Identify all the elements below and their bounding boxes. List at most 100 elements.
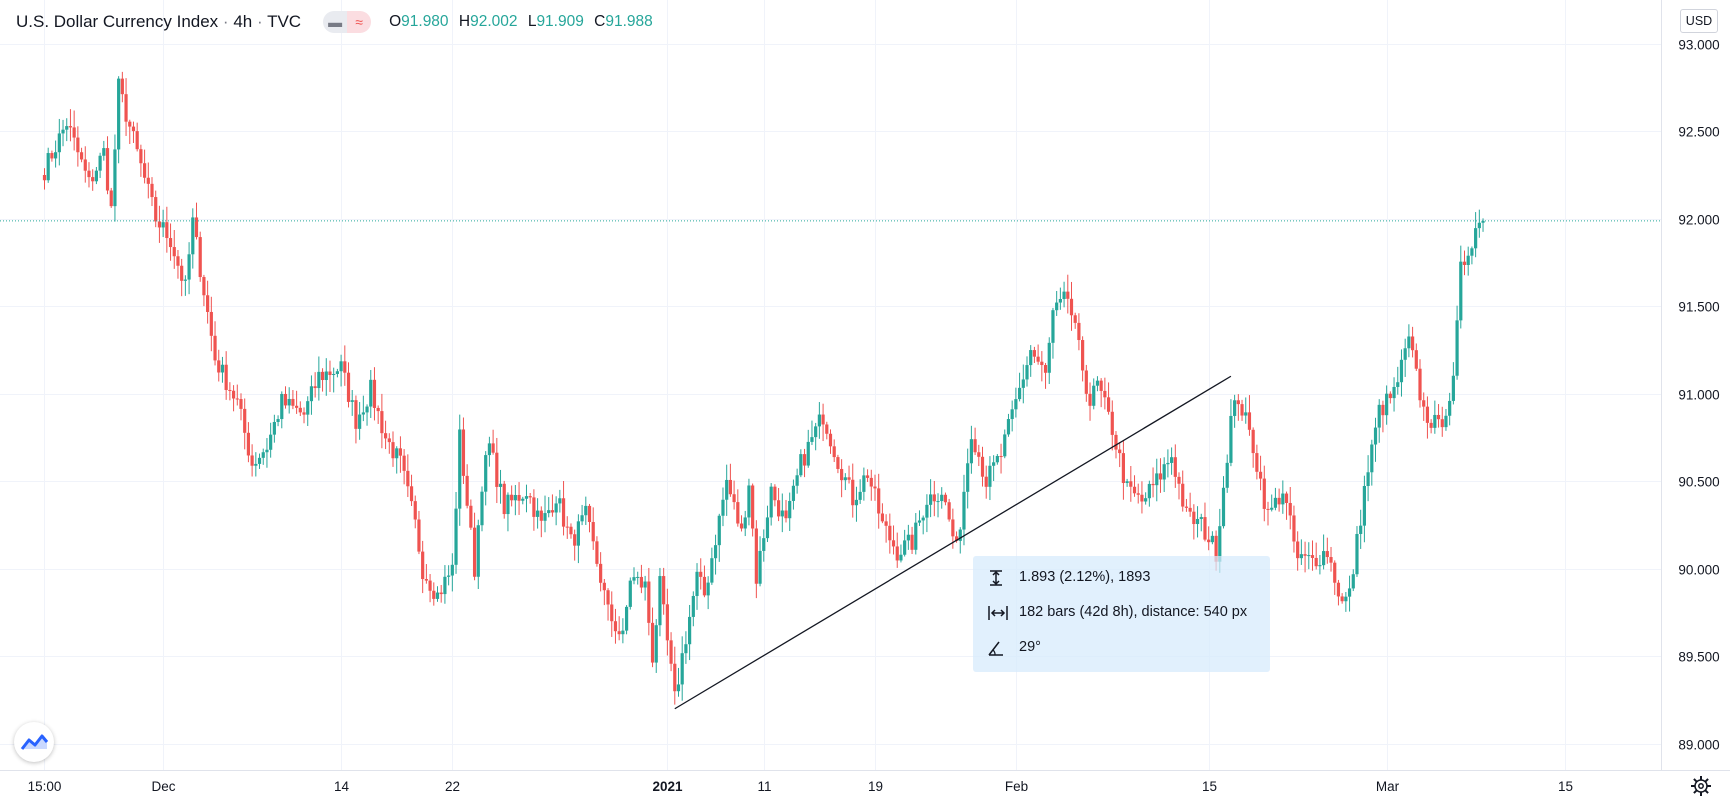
tradingview-logo-icon[interactable] bbox=[14, 722, 54, 762]
price-tick-label: 89.500 bbox=[1678, 650, 1719, 665]
price-range-icon bbox=[990, 570, 1002, 586]
candle bbox=[1359, 509, 1363, 549]
time-tick-label: Feb bbox=[1005, 779, 1028, 794]
candle bbox=[1399, 349, 1404, 397]
candle bbox=[1192, 504, 1196, 540]
candle bbox=[1132, 475, 1137, 497]
candle bbox=[480, 486, 484, 532]
candle bbox=[306, 396, 310, 426]
candle bbox=[465, 464, 469, 509]
candle bbox=[732, 480, 736, 510]
candle bbox=[610, 591, 614, 637]
candle bbox=[1081, 336, 1085, 382]
candle bbox=[1273, 487, 1278, 511]
candle bbox=[762, 529, 766, 562]
candle bbox=[943, 492, 948, 506]
candle bbox=[139, 144, 143, 177]
wave-icon[interactable]: ≈ bbox=[347, 11, 372, 33]
candle bbox=[105, 136, 110, 195]
candle bbox=[261, 448, 265, 465]
candle bbox=[1462, 250, 1467, 276]
candle bbox=[1181, 470, 1185, 512]
candle bbox=[717, 513, 721, 562]
candle bbox=[929, 479, 933, 518]
candle bbox=[684, 631, 688, 664]
candle bbox=[1381, 400, 1385, 433]
candle bbox=[1195, 506, 1200, 538]
candle bbox=[283, 386, 288, 409]
candle bbox=[1118, 442, 1122, 468]
candle bbox=[1021, 364, 1025, 404]
symbol-title[interactable]: U.S. Dollar Currency Index · 4h · TVC bbox=[16, 12, 301, 32]
candle bbox=[992, 455, 996, 482]
candle bbox=[917, 510, 922, 526]
candle bbox=[1029, 345, 1033, 377]
grid bbox=[0, 0, 1661, 770]
chart-legend: U.S. Dollar Currency Index · 4h · TVC ▬ … bbox=[16, 9, 659, 35]
candle bbox=[228, 382, 232, 401]
candle bbox=[532, 489, 536, 531]
candle bbox=[602, 578, 606, 606]
candle bbox=[769, 483, 773, 526]
candle bbox=[895, 532, 899, 568]
time-axis[interactable]: 15:00 Dec 14 22 2021 11 19 Feb 15 Mar 15 bbox=[28, 779, 1573, 794]
candle bbox=[1470, 246, 1474, 265]
candle bbox=[447, 565, 451, 586]
minus-icon[interactable]: ▬ bbox=[323, 11, 348, 33]
price-tick-label: 89.000 bbox=[1678, 738, 1719, 753]
candle bbox=[776, 488, 781, 522]
candle bbox=[1444, 408, 1448, 431]
candle bbox=[372, 367, 377, 421]
candle bbox=[491, 429, 495, 455]
candle bbox=[739, 515, 744, 532]
candle bbox=[1055, 290, 1059, 316]
candle bbox=[443, 565, 447, 604]
candle bbox=[409, 474, 414, 506]
candle bbox=[383, 420, 388, 450]
candle bbox=[899, 544, 903, 563]
candle bbox=[1433, 400, 1437, 434]
candle bbox=[747, 478, 751, 526]
candle bbox=[1121, 440, 1125, 500]
price-tick-label: 93.000 bbox=[1678, 38, 1719, 53]
candle bbox=[1032, 346, 1037, 364]
candle bbox=[406, 454, 410, 498]
measure-tooltip: 1.893 (2.12%), 1893 182 bars (42d 8h), d… bbox=[973, 556, 1270, 672]
candle bbox=[142, 149, 147, 184]
candle bbox=[1388, 391, 1392, 404]
trend-line-drawing[interactable] bbox=[674, 375, 1232, 710]
candle bbox=[921, 515, 925, 535]
candle bbox=[1292, 505, 1296, 553]
price-axis[interactable]: 93.000 92.500 92.000 91.500 91.000 90.500 90.0… bbox=[1678, 38, 1719, 753]
candle bbox=[969, 425, 973, 474]
candle bbox=[1136, 483, 1140, 504]
candle bbox=[176, 250, 180, 279]
title-separator: · bbox=[222, 12, 229, 31]
candle bbox=[343, 345, 347, 386]
time-tick-label: 14 bbox=[334, 779, 350, 794]
candle bbox=[1410, 326, 1415, 358]
candle bbox=[802, 448, 807, 478]
candle bbox=[751, 483, 755, 537]
candle bbox=[1158, 458, 1163, 493]
currency-button[interactable]: USD bbox=[1680, 9, 1718, 33]
candle bbox=[591, 507, 595, 550]
candle bbox=[543, 495, 547, 533]
candle bbox=[528, 492, 532, 504]
candle bbox=[1199, 513, 1203, 532]
angle-icon bbox=[988, 641, 1003, 656]
candle bbox=[869, 469, 873, 501]
time-tick-label: 2021 bbox=[652, 779, 683, 794]
candle bbox=[1347, 575, 1352, 612]
candle bbox=[1303, 541, 1307, 573]
candle bbox=[380, 393, 384, 449]
candle bbox=[1051, 307, 1055, 359]
candle bbox=[743, 510, 747, 537]
gear-icon[interactable] bbox=[1690, 775, 1712, 797]
candle bbox=[302, 407, 306, 424]
candle bbox=[958, 527, 962, 554]
candle bbox=[1266, 501, 1270, 526]
candle bbox=[773, 484, 777, 507]
candle bbox=[1221, 476, 1226, 529]
